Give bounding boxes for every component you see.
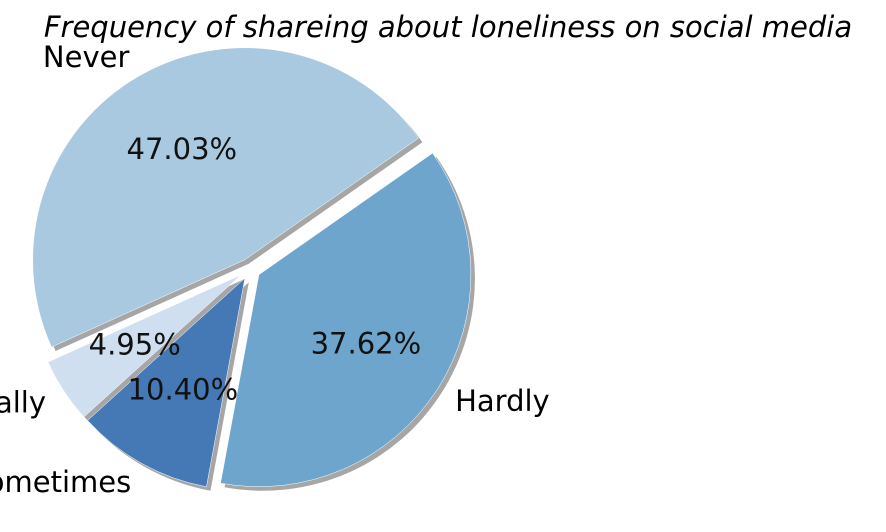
percent-label-never: 47.03%	[127, 132, 238, 166]
percent-label-sometimes: 10.40%	[128, 372, 239, 406]
category-label-hardly: Hardly	[455, 384, 550, 418]
category-label-usually: Usually	[0, 386, 46, 420]
pie-slice-usually	[47, 274, 242, 418]
pie-slice-hardly	[220, 152, 472, 487]
pie-labels: 47.03% Never 4.95% Usually 10.40% Sometimes 37…	[0, 40, 550, 499]
percent-label-usually: 4.95%	[89, 328, 181, 362]
pie-slice-sometimes	[87, 277, 246, 488]
percent-label-hardly: 37.62%	[311, 327, 422, 361]
chart-title: Frequency of shareing about loneliness o…	[44, 10, 852, 44]
category-label-never: Never	[43, 40, 130, 74]
pie-slice-never	[32, 47, 419, 348]
category-label-sometimes: Sometimes	[0, 465, 131, 499]
pie-wedges	[32, 47, 472, 488]
